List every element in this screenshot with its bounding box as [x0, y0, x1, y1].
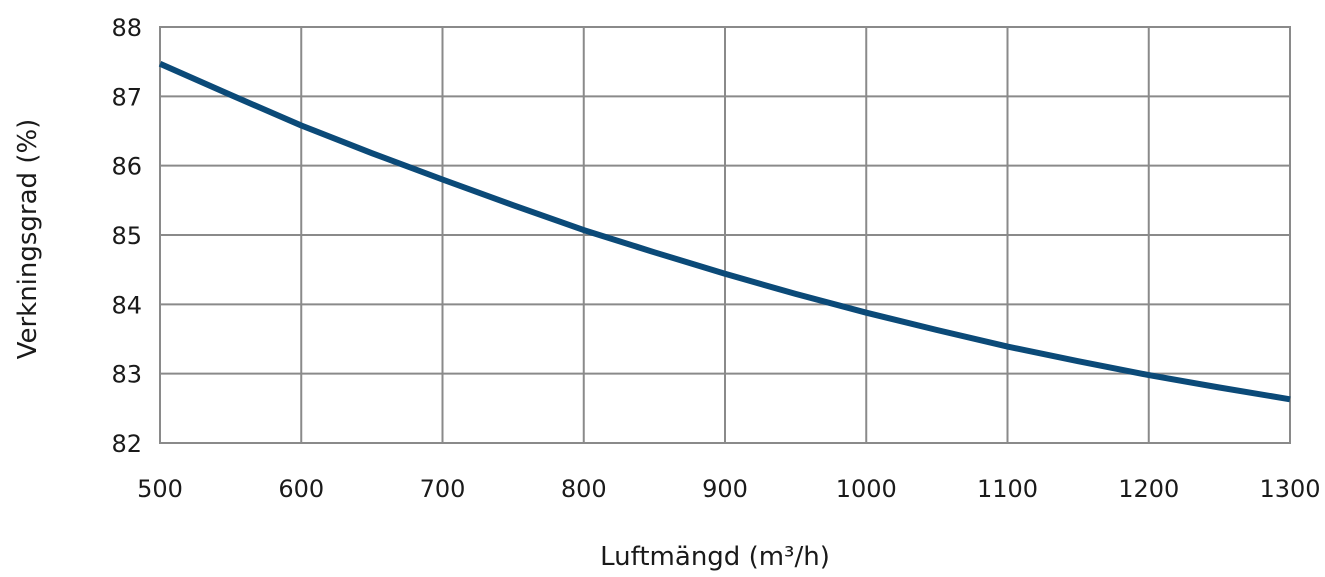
grid: [159, 26, 1291, 444]
x-tick-label: 1000: [836, 475, 897, 503]
y-tick-labels: 82 83 84 85 86 87 88: [111, 14, 142, 458]
y-tick-label: 87: [111, 83, 142, 111]
series-line-0: [158, 60, 1291, 403]
y-tick-label: 83: [111, 361, 142, 389]
y-tick-label: 85: [111, 222, 142, 250]
plot-frame: [159, 26, 1291, 444]
x-tick-label: 800: [561, 475, 607, 503]
x-tick-labels: 500 600 700 800 900 1000 1100 1200 1300: [137, 475, 1320, 503]
x-tick-label: 1300: [1259, 475, 1320, 503]
x-tick-label: 500: [137, 475, 183, 503]
x-tick-label: 1200: [1118, 475, 1179, 503]
y-tick-label: 86: [111, 153, 142, 181]
series-group: [158, 60, 1291, 403]
x-tick-label: 700: [420, 475, 466, 503]
y-tick-label: 82: [111, 430, 142, 458]
y-tick-label: 84: [111, 291, 142, 319]
x-tick-label: 900: [702, 475, 748, 503]
y-tick-label: 88: [111, 14, 142, 42]
x-tick-label: 600: [278, 475, 324, 503]
y-axis-title: Verkningsgrad (%): [13, 119, 43, 360]
x-tick-label: 1100: [977, 475, 1038, 503]
x-axis-title: Luftmängd (m³/h): [600, 542, 830, 572]
